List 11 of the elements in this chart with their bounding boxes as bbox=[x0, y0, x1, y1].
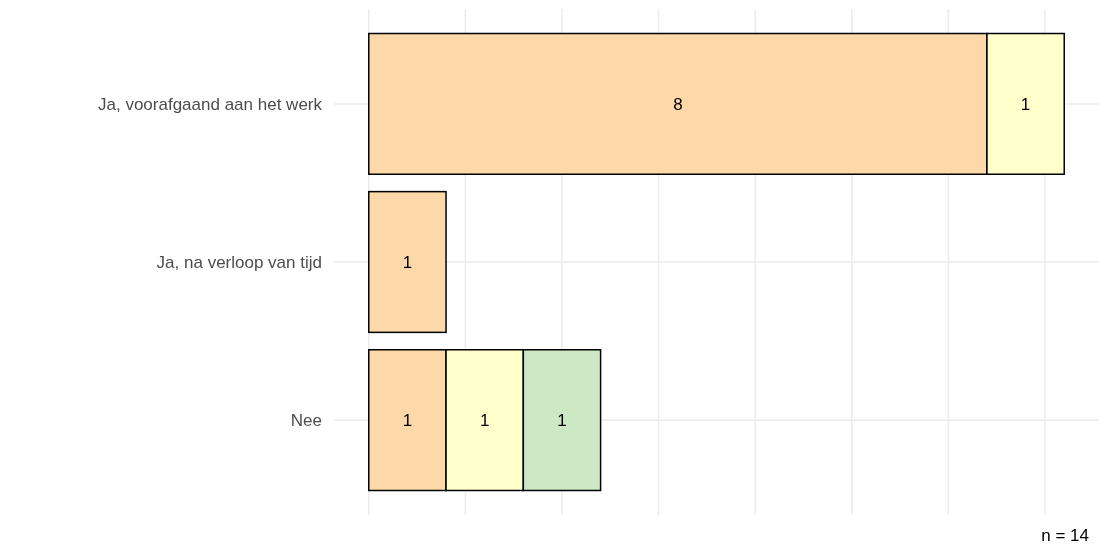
y-tick-label: Ja, na verloop van tijd bbox=[156, 252, 322, 272]
text: n = 14 bbox=[1041, 526, 1089, 545]
data-label: 1 bbox=[402, 252, 413, 272]
data-label: 1 bbox=[557, 411, 567, 431]
data-label: 1 bbox=[402, 411, 413, 431]
data-label: 1 bbox=[1020, 94, 1031, 114]
data-label: 8 bbox=[673, 94, 683, 114]
bar bbox=[368, 190, 447, 334]
y-tick-label: Nee bbox=[290, 411, 322, 431]
y-tick-label: Ja, voorafgaand aan het werk bbox=[98, 94, 323, 114]
data-label: 1 bbox=[479, 411, 490, 431]
